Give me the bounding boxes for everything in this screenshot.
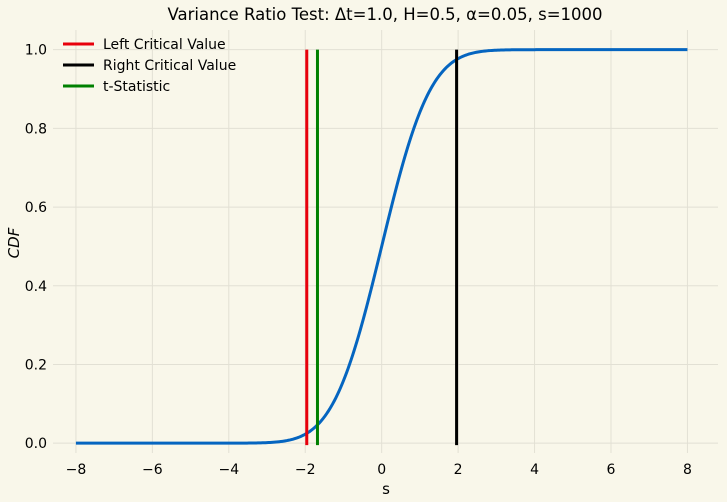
y-tick-label: 0.8 <box>25 121 47 137</box>
plot-area: −8 −6 −4 −2 0 2 4 6 8 0.0 0.2 0.4 0.6 0.8 1.0 <box>25 30 718 478</box>
y-tick-label: 1.0 <box>25 43 47 59</box>
y-tick-label: 0.4 <box>25 279 47 295</box>
y-tick-label: 0.0 <box>25 436 47 452</box>
x-tick-label: 8 <box>683 462 692 478</box>
cdf-curve-line <box>75 48 688 445</box>
y-axis-label: CDF <box>5 227 23 258</box>
x-tick-label: 0 <box>377 462 386 478</box>
y-tick-label: 0.6 <box>25 200 47 216</box>
right-critical-value-legend-label: Right Critical Value <box>103 58 236 74</box>
left-critical-value-legend-label: Left Critical Value <box>103 37 226 53</box>
t-statistic-legend-label: t-Statistic <box>103 79 170 95</box>
x-axis-label: s <box>382 480 390 498</box>
x-tick-label: 6 <box>607 462 616 478</box>
x-tick-label: −8 <box>66 462 87 478</box>
x-tick-label: −6 <box>142 462 163 478</box>
x-tick-label: 4 <box>530 462 539 478</box>
legend: Left Critical Value Right Critical Value t… <box>63 37 236 95</box>
y-tick-label: 0.2 <box>25 357 47 373</box>
x-tick-label: 2 <box>454 462 463 478</box>
chart-title: Variance Ratio Test: Δt=1.0, H=0.5, α=0.… <box>167 5 602 24</box>
x-tick-label: −4 <box>218 462 239 478</box>
x-tick-label: −2 <box>295 462 316 478</box>
